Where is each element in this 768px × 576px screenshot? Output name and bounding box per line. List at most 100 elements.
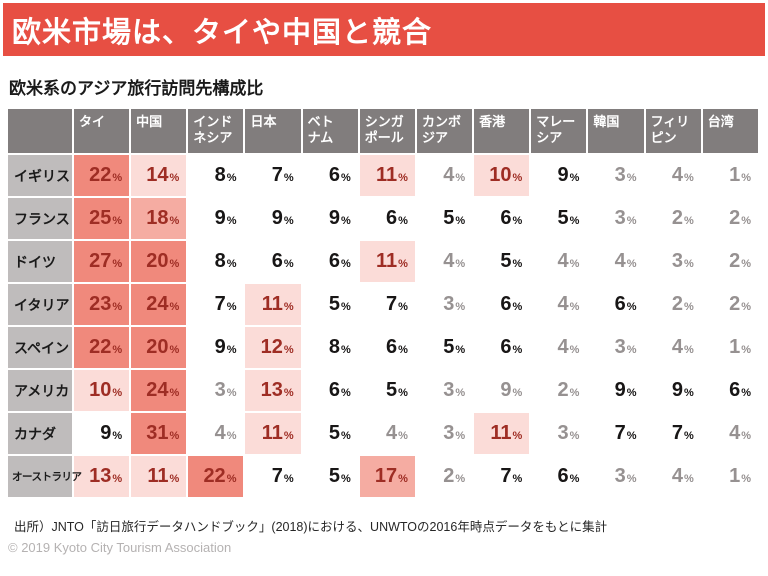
value-cell: 9% [74,413,129,454]
percent-sign: % [683,215,694,227]
percent-sign: % [283,430,294,442]
percent-sign: % [341,172,351,184]
percent-value: 8 [214,164,226,186]
table-row-6: アメリカ 10% 24% 3% 13% 6% 5% 3% 9% 2% 9% 9% 6% [8,370,758,411]
percent-value: 1 [729,465,741,487]
percent-value: 4 [671,164,683,186]
percent-value: 3 [443,379,455,401]
value-cell: 2% [703,284,758,325]
value-cell: 6% [474,198,529,239]
percent-sign: % [626,172,637,184]
percent-sign: % [741,301,751,313]
percent-sign: % [226,172,237,184]
percent-value: 6 [500,207,512,229]
percent-value: 10 [89,379,112,401]
value-cell: 2% [417,456,472,497]
percent-value: 9 [614,379,626,401]
percent-value: 13 [260,379,283,401]
value-cell: 24% [131,284,187,325]
value-cell: 18% [131,198,187,239]
percent-value: 7 [271,465,283,487]
percent-sign: % [626,430,637,442]
percent-value: 14 [146,164,169,186]
percent-value: 6 [386,336,398,358]
row-header-2: フランス [8,198,72,239]
percent-value: 4 [214,422,226,444]
value-cell: 3% [588,155,643,196]
percent-sign: % [512,258,523,270]
value-cell: 17% [359,456,415,497]
percent-value: 22 [203,465,226,487]
percent-sign: % [398,258,408,270]
value-cell: 4% [417,241,472,282]
percent-value: 9 [328,207,340,229]
percent-value: 5 [328,465,340,487]
value-cell: 6% [360,327,415,368]
value-cell: 6% [474,327,529,368]
value-cell: 5% [531,198,586,239]
percent-value: 31 [146,422,169,444]
percent-value: 4 [557,293,569,315]
percent-value: 6 [500,336,512,358]
percent-sign: % [112,473,123,485]
value-cell: 31% [131,413,187,454]
header-row: タイ 中国 インド ネシア 日本 ベト ナム シンガ ポール カンボ ジア 香港 マレー シア韓… [8,109,758,153]
percent-sign: % [512,387,523,399]
value-cell: 12% [245,327,301,368]
percent-value: 1 [729,164,741,186]
col-header-7: カンボ ジア [416,109,473,153]
percent-sign: % [455,258,466,270]
value-cell: 7% [588,413,643,454]
value-cell: 2% [646,284,701,325]
percent-sign: % [512,473,523,485]
value-cell: 1% [703,456,758,497]
percent-sign: % [512,215,523,227]
percent-sign: % [169,344,180,356]
percent-value: 11 [261,422,283,444]
percent-sign: % [398,215,408,227]
percent-sign: % [626,344,637,356]
percent-value: 6 [614,293,626,315]
value-cell: 3% [588,456,643,497]
percent-sign: % [341,387,351,399]
percent-sign: % [626,301,637,313]
title-banner: 欧米市場は、タイや中国と競合 [3,3,765,56]
percent-value: 10 [489,164,512,186]
percent-sign: % [741,344,751,356]
percent-sign: % [112,430,123,442]
value-cell: 8% [303,327,358,368]
percent-sign: % [569,258,580,270]
percent-sign: % [226,301,237,313]
table-row-8: オーストラリア 13% 11% 22% 7% 5% 17% 2% 7% 6% 3% 4% 1% [8,456,758,497]
table-row-3: ドイツ 27% 20% 8% 6% 6% 11% 4% 5% 4% 4% 3% 2% [8,241,758,282]
value-cell: 11% [474,413,530,454]
table-row-4: イタリア 23% 24% 7% 11% 5% 7% 3% 6% 4% 6% 2% 2% [8,284,758,325]
value-cell: 14% [131,155,187,196]
percent-value: 9 [214,207,226,229]
percent-value: 4 [443,164,455,186]
value-cell: 1% [703,155,758,196]
percent-value: 6 [328,164,340,186]
value-cell: 5% [474,241,529,282]
percent-sign: % [398,387,408,399]
percent-value: 6 [386,207,398,229]
value-cell: 2% [531,370,586,411]
percent-value: 5 [443,336,455,358]
percent-sign: % [226,473,237,485]
row-header-7: カナダ [8,413,72,454]
source-note: 出所）JNTO「訪日旅行データハンドブック」(2018)における、UNWTOの2… [14,520,608,534]
value-cell: 3% [417,370,472,411]
percent-sign: % [569,301,580,313]
percent-sign: % [112,387,123,399]
percent-sign: % [341,258,351,270]
value-cell: 5% [417,327,472,368]
value-cell: 4% [646,155,701,196]
percent-sign: % [569,387,580,399]
percent-sign: % [569,473,580,485]
percent-sign: % [741,172,751,184]
value-cell: 6% [245,241,300,282]
percent-sign: % [283,387,294,399]
value-cell: 4% [188,413,243,454]
row-header-6: アメリカ [8,370,72,411]
percent-value: 11 [376,250,398,272]
